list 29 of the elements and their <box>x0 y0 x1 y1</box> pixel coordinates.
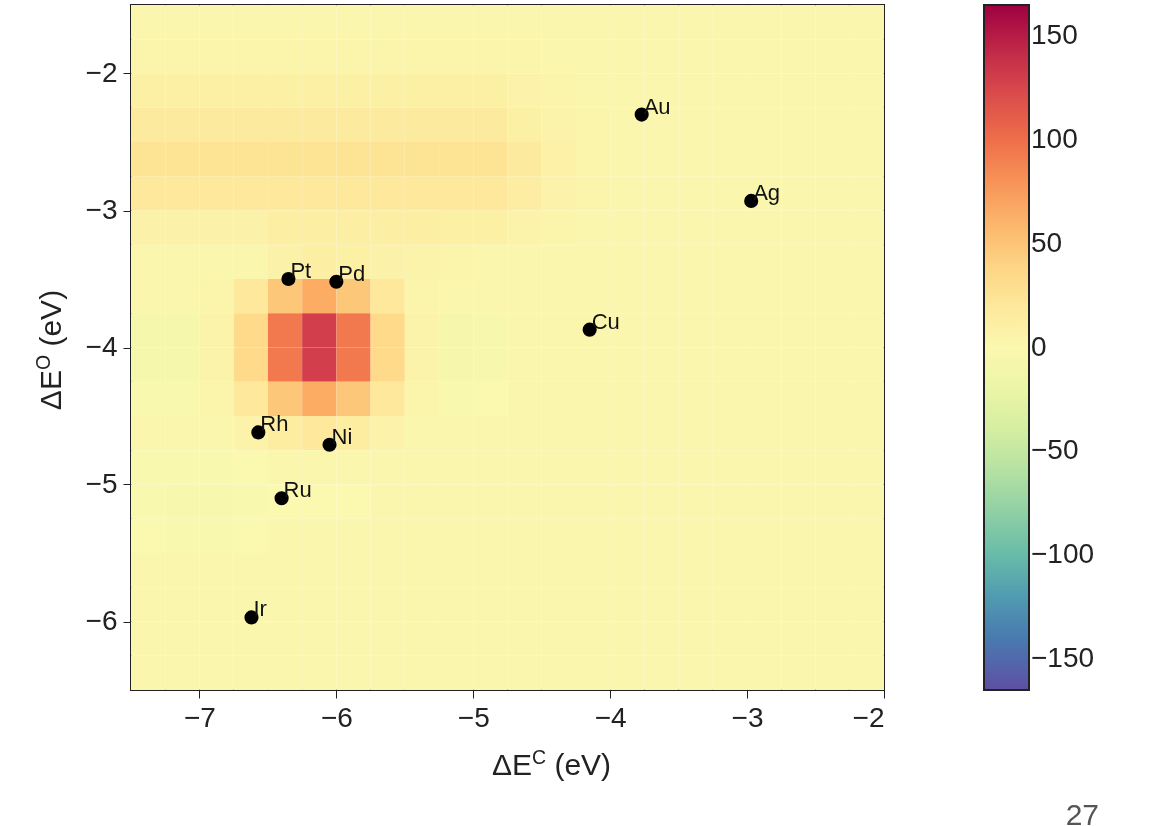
annotation: Ru <box>283 477 312 503</box>
annotation: Pt <box>290 258 312 283</box>
y-tick-label: −5 <box>85 468 118 499</box>
y-tick-label: −4 <box>85 331 118 362</box>
x-axis-title: ΔE$^{C}$ (eV) <box>490 746 613 782</box>
color-bar-label: 0 <box>1031 330 1047 362</box>
annotation: Pd <box>338 260 366 286</box>
color-bar-label: 50 <box>1031 226 1063 258</box>
x-tick-label: −2 <box>852 701 885 733</box>
annotation: Cu <box>591 308 620 334</box>
x-tick-label: −5 <box>457 701 490 733</box>
annotation: Ni <box>331 423 353 449</box>
x-tick-label: −3 <box>731 701 764 733</box>
y-tick-label: −3 <box>85 194 118 225</box>
color-bar-label: −100 <box>1031 538 1095 570</box>
y-tick-label: −2 <box>85 57 118 88</box>
y-tick-label: −6 <box>85 605 118 636</box>
color-bar-label: −150 <box>1031 641 1095 673</box>
x-tick-label: −6 <box>320 701 353 733</box>
x-tick-label: −7 <box>183 701 216 733</box>
text: 27 <box>1065 798 1099 826</box>
annotation: Au <box>643 93 671 119</box>
color-bar-label: 150 <box>1031 19 1078 51</box>
color-bar-label: −50 <box>1031 434 1079 466</box>
annotation: Rh <box>260 411 289 437</box>
annotation: Ir <box>253 596 267 622</box>
color-bar-label: 100 <box>1031 122 1078 154</box>
x-tick-label: −4 <box>594 701 627 733</box>
annotation: Ag <box>753 179 781 205</box>
